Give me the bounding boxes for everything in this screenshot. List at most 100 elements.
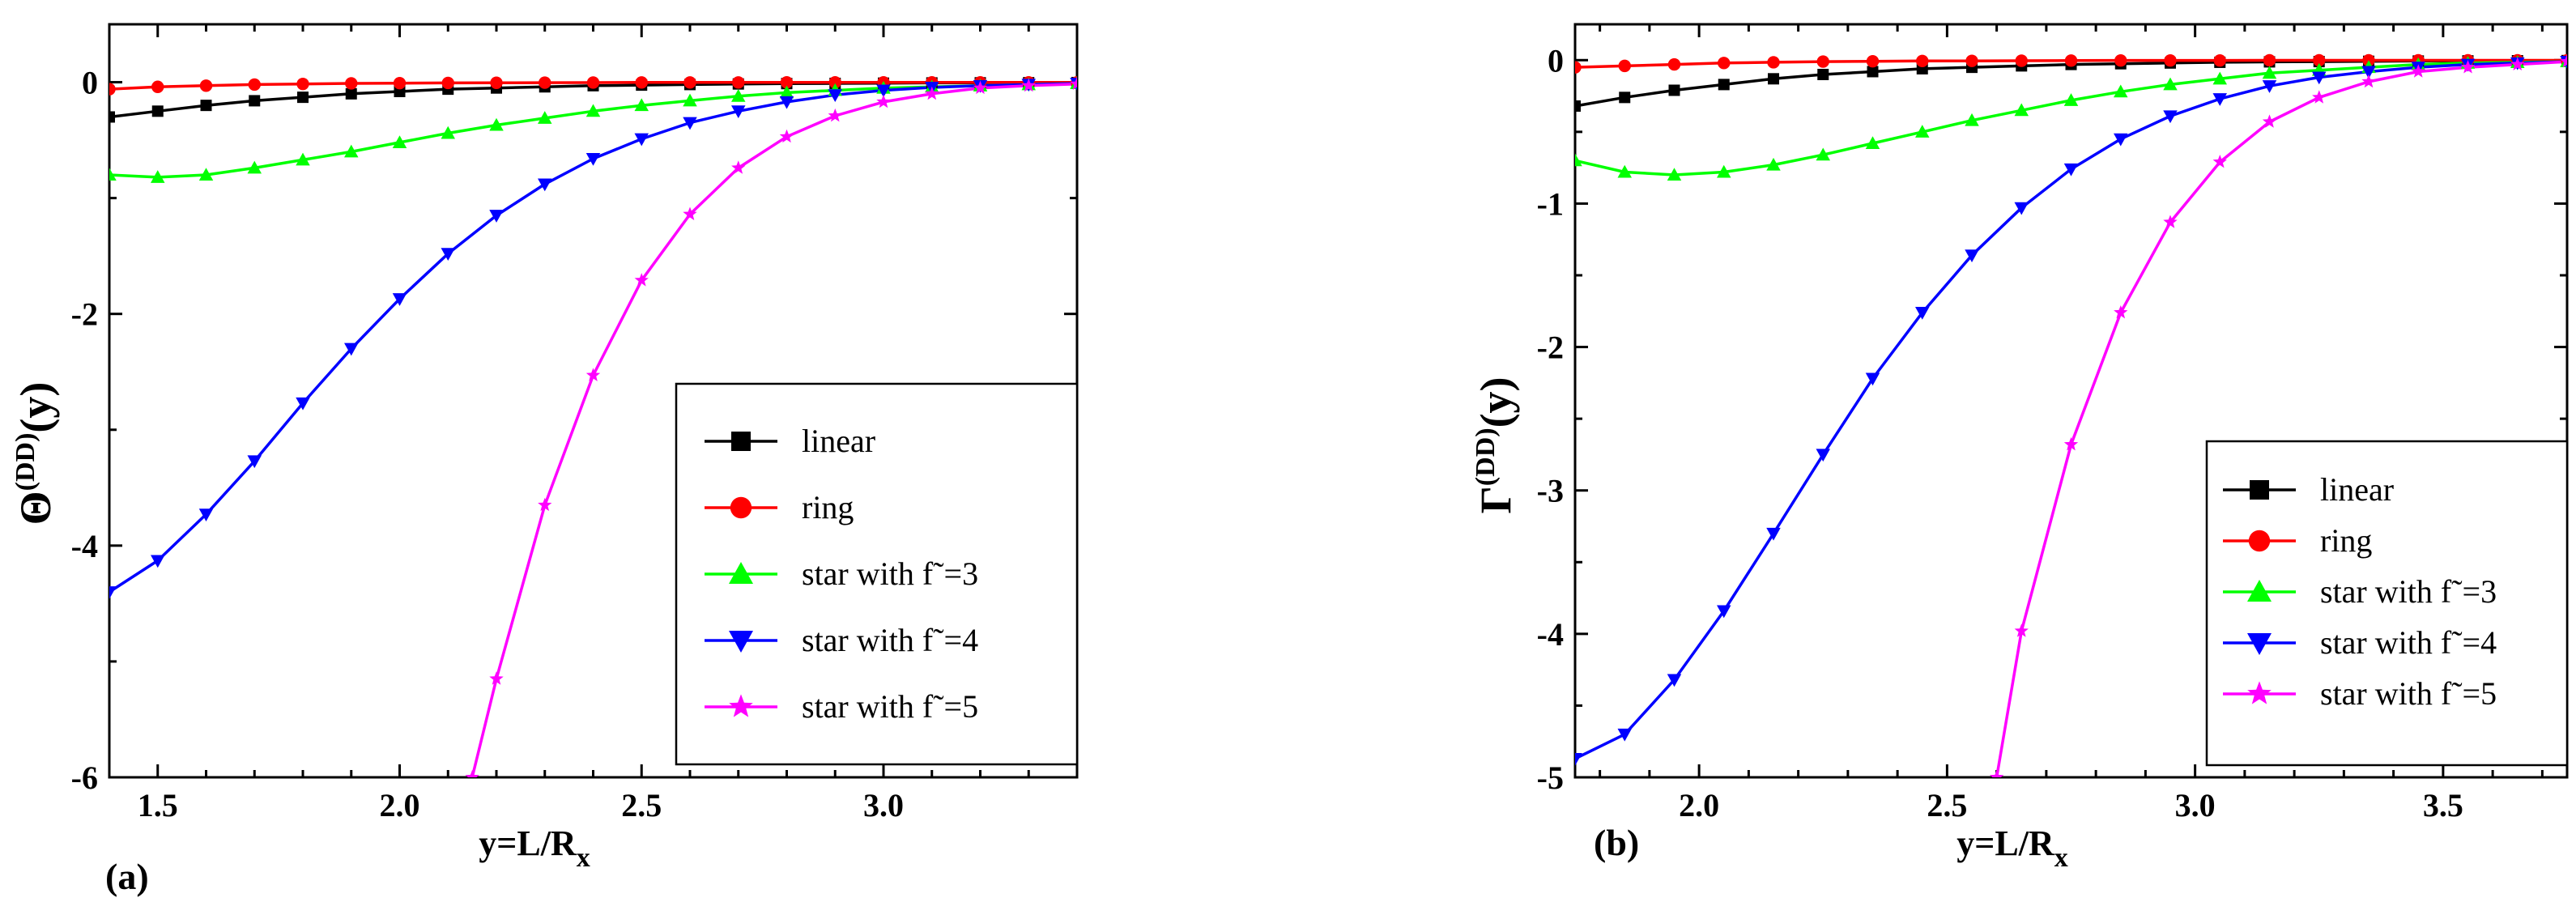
data-point-0-b [1575, 100, 1581, 112]
data-point-3-a [585, 152, 601, 166]
data-point-2-b [2262, 66, 2277, 79]
legend-a: linear ring star with f˜=3 star with f˜=4 st… [675, 382, 1079, 766]
data-point-4-a [828, 108, 842, 122]
series-b [1575, 53, 2567, 777]
data-point-4-a [973, 80, 988, 95]
y-axis-label-sup-a: (DD) [11, 433, 40, 491]
series-line-4-a [470, 82, 1077, 777]
data-point-0-a [151, 105, 164, 117]
x-axis-label-sub-a: x [577, 843, 590, 873]
data-point-2-a [109, 168, 117, 181]
x-tick-label-b: 3.5 [2423, 787, 2463, 823]
data-point-1-b [1866, 55, 1880, 68]
data-point-4-a [779, 129, 794, 143]
data-point-1-b [2114, 53, 2127, 67]
data-point-3-a [731, 105, 746, 119]
legend-marker-4-a [729, 694, 753, 717]
x-tick-label-a: 2.0 [380, 787, 420, 823]
data-point-4-b [2361, 74, 2376, 88]
data-point-3-b [2212, 93, 2227, 106]
chart-panel-b: 2.0 2.5 3.0 3.5 0 -1 -2 -3 -4 -5 linear ring star w… [1471, 23, 2569, 873]
data-point-3-a [247, 455, 262, 469]
data-point-0-b [1718, 79, 1730, 91]
data-point-3-a [634, 133, 649, 147]
y-tick-label-b: -1 [1537, 185, 1564, 222]
data-point-1-b [1767, 56, 1780, 69]
data-point-1-a [441, 76, 454, 90]
x-tick-label-a: 2.5 [621, 787, 662, 823]
legend-marker-2-b [2247, 580, 2272, 602]
data-point-3-a [344, 342, 359, 356]
x-tick-label-b: 2.0 [1679, 787, 1719, 823]
data-point-2-a [538, 111, 552, 124]
data-point-0-b [1867, 66, 1879, 78]
data-point-3-b [1965, 249, 1979, 262]
legend-marker-4-b [2247, 681, 2272, 704]
data-point-1-a [539, 76, 551, 89]
legend-marker-1-a [730, 496, 752, 519]
data-point-2-b [1766, 157, 1781, 171]
data-point-3-a [779, 96, 794, 109]
x-tick-label-b: 2.5 [1927, 787, 1967, 823]
data-point-2-b [1575, 153, 1582, 167]
plot-frame-b [1573, 23, 2569, 779]
plot-area-b [1575, 53, 2567, 777]
data-point-3-b [2163, 110, 2178, 124]
data-point-3-a [151, 555, 165, 568]
data-point-3-a [109, 586, 117, 599]
data-point-1-b [2015, 54, 2028, 67]
x-axis-label-b: y=L/Rx [1956, 823, 2067, 873]
data-point-2-b [1667, 168, 1682, 181]
legend-label-2-b: star with f˜=3 [2320, 573, 2497, 610]
data-point-1-a [732, 76, 745, 89]
data-point-2-b [2063, 93, 2079, 106]
x-axis-label-sub-b: x [2054, 843, 2068, 873]
y-tick-label-a: -4 [71, 528, 98, 564]
y-axis-label-sup-b: (DD) [1471, 428, 1501, 486]
data-point-1-b [2213, 53, 2226, 67]
data-point-1-b [2313, 53, 2326, 67]
data-point-3-a [683, 117, 697, 130]
data-point-1-b [2263, 53, 2276, 67]
data-point-2-b [2114, 84, 2128, 98]
x-tick-label-b: 3.0 [2175, 787, 2216, 823]
y-tick-label-a: 0 [82, 65, 98, 101]
data-point-2-a [683, 93, 697, 107]
data-point-2-b [1717, 164, 1731, 178]
data-point-1-a [586, 76, 600, 89]
data-point-2-a [489, 117, 504, 131]
data-point-3-a [538, 178, 552, 192]
data-point-0-b [1668, 84, 1680, 96]
data-point-0-a [297, 91, 309, 104]
data-point-0-b [1768, 73, 1779, 85]
plot-area-a [109, 75, 1077, 777]
data-point-4-b [2411, 64, 2425, 78]
data-point-0-a [109, 111, 115, 123]
x-tick-label-a: 3.0 [863, 787, 904, 823]
data-point-3-b [2063, 163, 2079, 177]
data-point-0-a [249, 95, 261, 107]
data-point-4-a [876, 94, 891, 108]
data-point-4-a [1021, 78, 1036, 92]
legend-label-1-a: ring [802, 489, 854, 525]
data-point-2-a [344, 144, 359, 158]
data-point-3-b [1575, 752, 1582, 766]
legend-label-2-a: star with f˜=3 [802, 555, 978, 592]
data-point-1-a [296, 77, 309, 91]
legend-marker-0-b [2250, 480, 2269, 500]
data-point-3-b [1766, 527, 1781, 541]
panel-label-a: (a) [105, 856, 149, 897]
data-point-4-b [2460, 60, 2476, 74]
x-axis-label-a: y=L/Rx [479, 823, 590, 873]
legend-label-3-b: star with f˜=4 [2320, 624, 2497, 661]
data-point-4-b [1990, 769, 2004, 777]
data-point-1-a [199, 79, 213, 92]
data-point-2-b [2014, 103, 2029, 117]
data-point-4-b [2510, 57, 2525, 70]
data-point-0-a [345, 87, 357, 100]
data-point-1-a [109, 83, 116, 96]
data-point-4-a [538, 497, 552, 512]
ticks-b: 2.0 2.5 3.0 3.5 0 -1 -2 -3 -4 -5 [1537, 24, 2567, 823]
data-point-4-b [2312, 90, 2327, 104]
data-point-1-b [1718, 57, 1731, 70]
